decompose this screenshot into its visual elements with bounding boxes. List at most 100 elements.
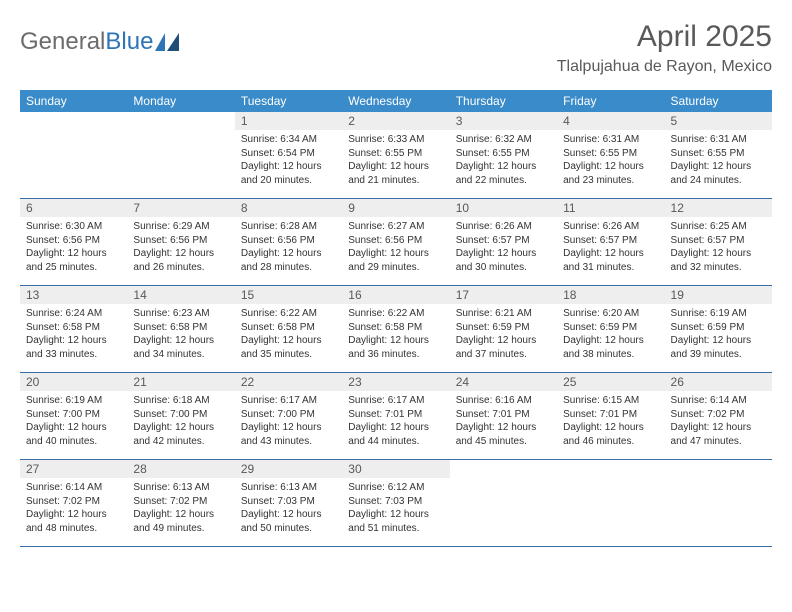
day-data: Sunrise: 6:13 AMSunset: 7:02 PMDaylight:… [127, 478, 234, 539]
day-data-line: Sunset: 6:55 PM [563, 147, 658, 161]
day-data: Sunrise: 6:31 AMSunset: 6:55 PMDaylight:… [665, 130, 772, 191]
day-data-line: Sunset: 6:58 PM [241, 321, 336, 335]
calendar-day-cell: 25Sunrise: 6:15 AMSunset: 7:01 PMDayligh… [557, 373, 664, 459]
day-data-line: Daylight: 12 hours [456, 160, 551, 174]
day-data-line: Sunrise: 6:27 AM [348, 220, 443, 234]
calendar-body: 1Sunrise: 6:34 AMSunset: 6:54 PMDaylight… [20, 112, 772, 547]
day-data: Sunrise: 6:12 AMSunset: 7:03 PMDaylight:… [342, 478, 449, 539]
calendar-grid: SundayMondayTuesdayWednesdayThursdayFrid… [20, 90, 772, 547]
day-number: 28 [127, 460, 234, 478]
day-data-line: and 21 minutes. [348, 174, 443, 188]
day-number: 29 [235, 460, 342, 478]
calendar-header-cell: Thursday [450, 90, 557, 112]
calendar-day-cell: 12Sunrise: 6:25 AMSunset: 6:57 PMDayligh… [665, 199, 772, 285]
calendar-day-cell: 21Sunrise: 6:18 AMSunset: 7:00 PMDayligh… [127, 373, 234, 459]
calendar-day-cell: 19Sunrise: 6:19 AMSunset: 6:59 PMDayligh… [665, 286, 772, 372]
day-data-line: Sunset: 6:57 PM [671, 234, 766, 248]
page-header: GeneralBlue April 2025 Tlalpujahua de Ra… [20, 20, 772, 76]
day-data-line: Sunset: 7:02 PM [26, 495, 121, 509]
day-data-line: Sunrise: 6:33 AM [348, 133, 443, 147]
day-data-line: Sunrise: 6:24 AM [26, 307, 121, 321]
day-data-line: Daylight: 12 hours [348, 247, 443, 261]
day-number: 9 [342, 199, 449, 217]
day-number: 1 [235, 112, 342, 130]
title-block: April 2025 Tlalpujahua de Rayon, Mexico [557, 20, 772, 76]
month-title: April 2025 [557, 20, 772, 54]
day-data-line: Daylight: 12 hours [348, 160, 443, 174]
day-data-line: Sunrise: 6:34 AM [241, 133, 336, 147]
calendar-day-cell: 16Sunrise: 6:22 AMSunset: 6:58 PMDayligh… [342, 286, 449, 372]
day-data-line: Sunset: 6:56 PM [241, 234, 336, 248]
calendar-day-cell [450, 460, 557, 546]
day-number: 21 [127, 373, 234, 391]
calendar-day-cell [557, 460, 664, 546]
day-data-line: Sunset: 7:00 PM [133, 408, 228, 422]
day-data-line: Daylight: 12 hours [26, 247, 121, 261]
day-data-line: and 29 minutes. [348, 261, 443, 275]
day-number: 16 [342, 286, 449, 304]
day-data-line: Sunrise: 6:25 AM [671, 220, 766, 234]
day-data-line: Sunset: 7:02 PM [671, 408, 766, 422]
logo-text-part1: General [20, 28, 105, 56]
day-number: 3 [450, 112, 557, 130]
calendar-day-cell: 27Sunrise: 6:14 AMSunset: 7:02 PMDayligh… [20, 460, 127, 546]
day-number: 17 [450, 286, 557, 304]
day-data-line: Sunset: 7:00 PM [26, 408, 121, 422]
calendar-day-cell: 4Sunrise: 6:31 AMSunset: 6:55 PMDaylight… [557, 112, 664, 198]
day-number: 20 [20, 373, 127, 391]
day-data-line: Sunrise: 6:26 AM [456, 220, 551, 234]
calendar-day-cell: 28Sunrise: 6:13 AMSunset: 7:02 PMDayligh… [127, 460, 234, 546]
logo-text-part2: Blue [105, 28, 153, 56]
day-data-line: Sunrise: 6:20 AM [563, 307, 658, 321]
calendar-week-row: 27Sunrise: 6:14 AMSunset: 7:02 PMDayligh… [20, 460, 772, 547]
day-data-line: Sunset: 6:55 PM [456, 147, 551, 161]
calendar-day-cell: 22Sunrise: 6:17 AMSunset: 7:00 PMDayligh… [235, 373, 342, 459]
day-data-line: Sunrise: 6:12 AM [348, 481, 443, 495]
day-data-line: Sunrise: 6:32 AM [456, 133, 551, 147]
calendar-day-cell: 24Sunrise: 6:16 AMSunset: 7:01 PMDayligh… [450, 373, 557, 459]
day-data-line: Daylight: 12 hours [671, 247, 766, 261]
day-data-line: and 45 minutes. [456, 435, 551, 449]
day-data-line: Daylight: 12 hours [563, 421, 658, 435]
day-data-line: and 40 minutes. [26, 435, 121, 449]
day-data-line: and 33 minutes. [26, 348, 121, 362]
day-number: 22 [235, 373, 342, 391]
day-number: 7 [127, 199, 234, 217]
day-data: Sunrise: 6:17 AMSunset: 7:01 PMDaylight:… [342, 391, 449, 452]
day-data: Sunrise: 6:19 AMSunset: 7:00 PMDaylight:… [20, 391, 127, 452]
calendar-week-row: 13Sunrise: 6:24 AMSunset: 6:58 PMDayligh… [20, 286, 772, 373]
day-data-line: Sunset: 6:55 PM [348, 147, 443, 161]
day-data-line: Sunset: 6:58 PM [133, 321, 228, 335]
day-data-line: Sunset: 6:57 PM [456, 234, 551, 248]
day-data: Sunrise: 6:23 AMSunset: 6:58 PMDaylight:… [127, 304, 234, 365]
day-number: 18 [557, 286, 664, 304]
day-number: 8 [235, 199, 342, 217]
day-data-line: Sunrise: 6:23 AM [133, 307, 228, 321]
day-data: Sunrise: 6:33 AMSunset: 6:55 PMDaylight:… [342, 130, 449, 191]
day-data-line: Daylight: 12 hours [26, 508, 121, 522]
day-data-line: Daylight: 12 hours [241, 160, 336, 174]
day-data-line: Daylight: 12 hours [26, 421, 121, 435]
day-data-line: and 32 minutes. [671, 261, 766, 275]
day-data-line: Sunrise: 6:17 AM [241, 394, 336, 408]
day-data: Sunrise: 6:17 AMSunset: 7:00 PMDaylight:… [235, 391, 342, 452]
day-data-line: Daylight: 12 hours [26, 334, 121, 348]
calendar-day-cell: 30Sunrise: 6:12 AMSunset: 7:03 PMDayligh… [342, 460, 449, 546]
day-data: Sunrise: 6:34 AMSunset: 6:54 PMDaylight:… [235, 130, 342, 191]
day-data: Sunrise: 6:14 AMSunset: 7:02 PMDaylight:… [20, 478, 127, 539]
calendar-header-cell: Sunday [20, 90, 127, 112]
day-data: Sunrise: 6:26 AMSunset: 6:57 PMDaylight:… [450, 217, 557, 278]
day-data: Sunrise: 6:18 AMSunset: 7:00 PMDaylight:… [127, 391, 234, 452]
day-data-line: Sunrise: 6:19 AM [26, 394, 121, 408]
calendar-day-cell: 18Sunrise: 6:20 AMSunset: 6:59 PMDayligh… [557, 286, 664, 372]
day-data-line: Daylight: 12 hours [671, 334, 766, 348]
day-data-line: and 20 minutes. [241, 174, 336, 188]
calendar-day-cell: 17Sunrise: 6:21 AMSunset: 6:59 PMDayligh… [450, 286, 557, 372]
day-data: Sunrise: 6:25 AMSunset: 6:57 PMDaylight:… [665, 217, 772, 278]
day-data-line: Sunset: 6:54 PM [241, 147, 336, 161]
day-data-line: Daylight: 12 hours [348, 334, 443, 348]
calendar-header-cell: Wednesday [342, 90, 449, 112]
day-data-line: Sunrise: 6:29 AM [133, 220, 228, 234]
day-data-line: and 36 minutes. [348, 348, 443, 362]
day-data: Sunrise: 6:24 AMSunset: 6:58 PMDaylight:… [20, 304, 127, 365]
